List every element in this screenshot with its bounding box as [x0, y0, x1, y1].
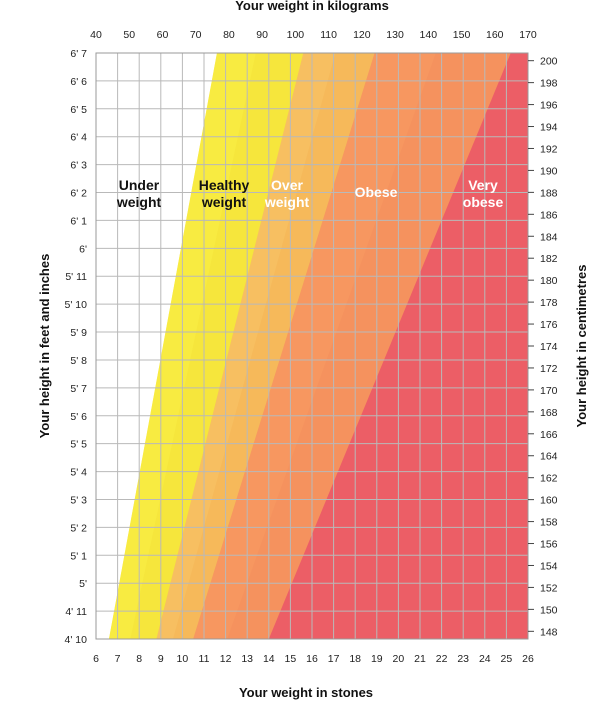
y-left-axis-title: Your height in feet and inches: [37, 254, 52, 439]
kg-tick-label: 140: [420, 29, 438, 41]
stone-tick-label: 9: [158, 653, 164, 665]
stone-tick-label: 26: [522, 653, 534, 665]
stone-tick-label: 14: [263, 653, 275, 665]
height-cm-tick-label: 180: [540, 275, 558, 287]
height-cm-tick-label: 158: [540, 517, 558, 529]
kg-tick-label: 150: [453, 29, 471, 41]
zone-label-very-obese: Very obese: [463, 177, 504, 210]
height-ft-tick-label: 4' 11: [65, 606, 87, 618]
kg-tick-label: 100: [287, 29, 305, 41]
height-ft-tick-label: 6' 5: [70, 104, 87, 116]
stone-tick-label: 8: [136, 653, 142, 665]
height-cm-tick-label: 148: [540, 626, 558, 638]
stone-tick-label: 11: [199, 653, 210, 665]
kg-tick-label: 60: [157, 29, 169, 41]
height-cm-tick-label: 172: [540, 363, 558, 375]
kg-tick-label: 70: [190, 29, 202, 41]
x-top-axis-title: Your weight in kilograms: [235, 0, 389, 13]
height-cm-tick-label: 196: [540, 100, 558, 112]
x-bottom-axis-title: Your weight in stones: [239, 685, 373, 700]
stone-tick-label: 22: [436, 653, 448, 665]
height-cm-tick-label: 152: [540, 582, 558, 594]
height-cm-tick-label: 170: [540, 385, 558, 397]
grid: [95, 52, 529, 640]
height-cm-tick-label: 160: [540, 495, 558, 507]
height-ft-tick-label: 6' 4: [70, 132, 87, 144]
stone-tick-label: 24: [479, 653, 491, 665]
height-ft-tick-label: 5' 1: [70, 550, 87, 562]
height-cm-tick-label: 194: [540, 122, 558, 134]
stone-tick-label: 18: [349, 653, 361, 665]
height-ft-tick-label: 5' 7: [70, 383, 87, 395]
kg-tick-label: 50: [123, 29, 135, 41]
stone-tick-label: 10: [177, 653, 189, 665]
stone-tick-label: 12: [220, 653, 232, 665]
stone-tick-label: 15: [285, 653, 297, 665]
kg-tick-label: 90: [256, 29, 268, 41]
zone-label-healthy-weight: Healthy weight: [199, 177, 250, 210]
height-cm-tick-label: 182: [540, 253, 558, 265]
axis-ticks: 40 50 60 70 80 90 100 110 120 130 140 150 160 170 6 7 8 9…: [65, 29, 558, 665]
height-ft-tick-label: 6' 7: [70, 48, 87, 60]
zone-label-obese: Obese: [355, 184, 398, 200]
zone-obese-highlight: [193, 53, 436, 639]
height-cm-tick-label: 176: [540, 319, 558, 331]
height-cm-tick-label: 200: [540, 56, 558, 68]
height-cm-tick-label: 184: [540, 231, 558, 243]
height-ft-tick-label: 5' 6: [70, 411, 87, 423]
height-cm-tick-label: 168: [540, 407, 558, 419]
kg-tick-label: 110: [320, 29, 337, 41]
stone-tick-label: 21: [414, 653, 426, 665]
height-ft-tick-label: 5' 10: [65, 299, 88, 311]
stone-tick-label: 6: [93, 653, 99, 665]
height-ft-tick-label: 6' 1: [70, 215, 87, 227]
kg-tick-label: 80: [223, 29, 235, 41]
height-cm-tick-label: 156: [540, 539, 558, 551]
height-cm-tick-label: 154: [540, 560, 558, 572]
height-ft-tick-label: 6' 3: [70, 160, 87, 172]
height-ft-tick-label: 5' 5: [70, 439, 87, 451]
stone-tick-label: 17: [328, 653, 340, 665]
height-cm-tick-label: 162: [540, 473, 558, 485]
height-cm-tick-label: 186: [540, 209, 558, 221]
height-ft-tick-label: 5' 9: [70, 327, 87, 339]
height-cm-tick-label: 174: [540, 341, 558, 353]
kg-tick-label: 170: [519, 29, 537, 41]
height-ft-tick-label: 6' 2: [70, 188, 87, 200]
height-cm-tick-label: 150: [540, 604, 558, 616]
kg-tick-label: 130: [386, 29, 404, 41]
height-cm-tick-label: 164: [540, 451, 558, 463]
height-cm-tick-label: 190: [540, 165, 558, 177]
height-cm-tick-label: 188: [540, 187, 558, 199]
stone-tick-label: 20: [393, 653, 405, 665]
weight-zones: [96, 53, 528, 639]
height-ft-tick-label: 5' 11: [65, 271, 87, 283]
stone-tick-label: 23: [457, 653, 469, 665]
zone-labels: Under weight Healthy weight Over weight Obese V…: [116, 177, 504, 210]
stone-tick-label: 19: [371, 653, 383, 665]
kg-tick-label: 120: [353, 29, 371, 41]
kg-tick-label: 40: [90, 29, 102, 41]
height-cm-tick-label: 198: [540, 78, 558, 90]
height-ft-tick-label: 5': [79, 578, 87, 590]
zone-label-under-weight: Under weight: [116, 177, 162, 210]
stone-tick-label: 16: [306, 653, 318, 665]
stone-tick-label: 25: [501, 653, 513, 665]
height-ft-tick-label: 6' 6: [70, 76, 87, 88]
height-ft-tick-label: 5' 8: [70, 355, 87, 367]
stone-tick-label: 7: [115, 653, 121, 665]
kg-tick-label: 160: [486, 29, 504, 41]
y-right-axis-title: Your height in centimetres: [574, 264, 589, 427]
zone-label-over-weight: Over weight: [264, 177, 310, 210]
height-ft-tick-label: 5' 2: [70, 522, 87, 534]
height-ft-tick-label: 5' 3: [70, 494, 87, 506]
height-ft-tick-label: 6': [79, 243, 87, 255]
stone-tick-label: 13: [241, 653, 253, 665]
height-ft-tick-label: 4' 10: [65, 634, 88, 646]
height-ft-tick-label: 5' 4: [70, 467, 87, 479]
height-cm-tick-label: 166: [540, 429, 558, 441]
height-cm-tick-label: 178: [540, 297, 558, 309]
height-cm-tick-label: 192: [540, 143, 558, 155]
